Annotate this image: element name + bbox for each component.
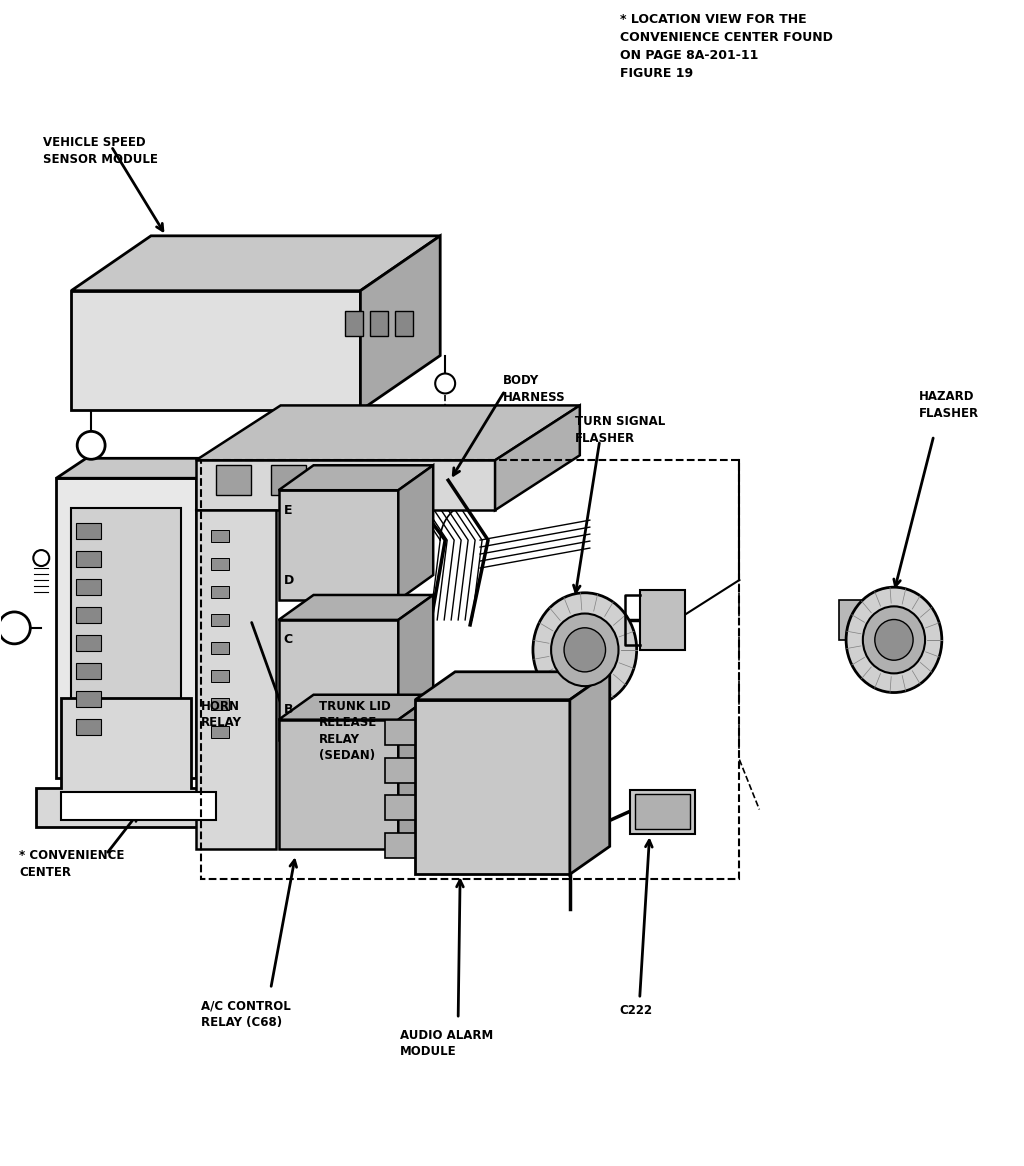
Bar: [76, 718, 101, 735]
Bar: [216, 465, 251, 496]
Polygon shape: [36, 697, 225, 828]
Bar: [211, 725, 228, 738]
Bar: [76, 634, 101, 651]
Polygon shape: [416, 672, 609, 700]
Ellipse shape: [846, 588, 942, 693]
Bar: [630, 789, 694, 835]
Bar: [211, 614, 228, 626]
Polygon shape: [360, 236, 440, 410]
Polygon shape: [398, 595, 433, 739]
Bar: [635, 794, 689, 829]
Bar: [211, 559, 228, 570]
Bar: [76, 662, 101, 679]
Text: HORN
RELAY: HORN RELAY: [201, 700, 242, 729]
Text: AUDIO ALARM
MODULE: AUDIO ALARM MODULE: [400, 1028, 494, 1059]
Ellipse shape: [564, 627, 605, 672]
Text: VEHICLE SPEED
SENSOR MODULE: VEHICLE SPEED SENSOR MODULE: [43, 136, 158, 166]
Bar: [270, 465, 305, 496]
Text: TURN SIGNAL
FLASHER: TURN SIGNAL FLASHER: [574, 415, 665, 445]
Polygon shape: [279, 620, 398, 739]
Polygon shape: [196, 461, 495, 511]
Bar: [395, 310, 414, 336]
Text: HAZARD
FLASHER: HAZARD FLASHER: [919, 391, 979, 420]
Text: B: B: [284, 703, 293, 716]
Bar: [211, 641, 228, 654]
Text: C222: C222: [620, 1004, 653, 1017]
Bar: [640, 590, 684, 649]
Text: A/C CONTROL
RELAY (C68): A/C CONTROL RELAY (C68): [201, 999, 291, 1028]
Text: D: D: [284, 574, 294, 586]
Circle shape: [435, 373, 455, 393]
Bar: [211, 669, 228, 682]
Bar: [211, 586, 228, 598]
Ellipse shape: [532, 592, 637, 707]
Bar: [76, 580, 101, 595]
Ellipse shape: [863, 606, 925, 674]
Text: BODY
HARNESS: BODY HARNESS: [503, 374, 565, 403]
Circle shape: [34, 550, 49, 566]
Bar: [345, 310, 364, 336]
Polygon shape: [279, 595, 433, 620]
Polygon shape: [279, 695, 433, 719]
Polygon shape: [385, 834, 416, 858]
Bar: [76, 524, 101, 539]
Polygon shape: [495, 406, 580, 511]
Polygon shape: [279, 719, 398, 849]
Polygon shape: [569, 672, 609, 874]
Polygon shape: [56, 458, 225, 478]
Ellipse shape: [874, 619, 913, 660]
Bar: [76, 690, 101, 707]
Text: * LOCATION VIEW FOR THE
CONVENIENCE CENTER FOUND
ON PAGE 8A-201-11
FIGURE 19: * LOCATION VIEW FOR THE CONVENIENCE CENT…: [620, 13, 833, 80]
Bar: [326, 465, 360, 496]
Bar: [61, 793, 216, 821]
Bar: [371, 310, 388, 336]
Bar: [76, 607, 101, 623]
Text: E: E: [284, 504, 292, 517]
Polygon shape: [72, 236, 440, 290]
Polygon shape: [56, 478, 196, 778]
Polygon shape: [416, 700, 569, 874]
Polygon shape: [279, 490, 398, 600]
Polygon shape: [72, 290, 360, 410]
Polygon shape: [279, 465, 433, 490]
Bar: [76, 552, 101, 567]
Text: TRUNK LID
RELEASE
RELAY
(SEDAN): TRUNK LID RELEASE RELAY (SEDAN): [318, 700, 390, 763]
Polygon shape: [385, 719, 416, 745]
Bar: [211, 531, 228, 542]
Text: * CONVENIENCE
CENTER: * CONVENIENCE CENTER: [19, 849, 125, 879]
Polygon shape: [398, 695, 433, 849]
Ellipse shape: [551, 613, 618, 686]
Polygon shape: [196, 406, 580, 461]
Bar: [839, 600, 869, 640]
Polygon shape: [398, 465, 433, 600]
Text: C: C: [284, 633, 293, 646]
Bar: [380, 465, 416, 496]
Polygon shape: [196, 511, 275, 849]
Bar: [72, 508, 181, 747]
Bar: [211, 697, 228, 710]
Circle shape: [77, 431, 105, 459]
Circle shape: [0, 612, 31, 644]
Bar: [201, 461, 739, 879]
Polygon shape: [385, 758, 416, 782]
Polygon shape: [385, 795, 416, 821]
